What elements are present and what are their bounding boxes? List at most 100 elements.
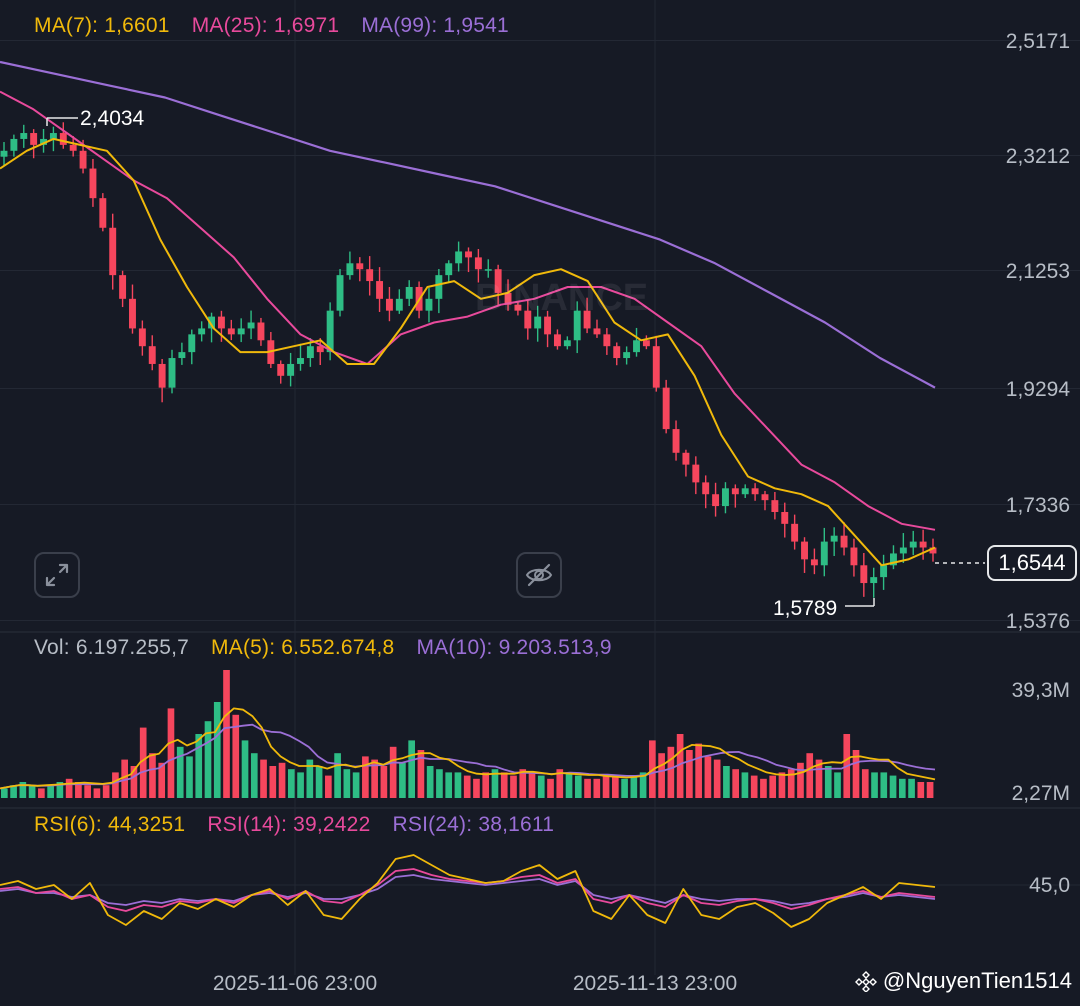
- volume-bar: [204, 721, 212, 798]
- volume-bar: [574, 775, 582, 798]
- candle-body: [20, 133, 28, 139]
- volume-bar: [436, 769, 443, 798]
- price-axis-tick: 1,7336: [1006, 494, 1070, 517]
- price-axis-tick: 2,1253: [1006, 260, 1070, 283]
- rsi24-legend: RSI(24): 38,1611: [392, 813, 555, 836]
- moving-average-lines: [0, 60, 936, 567]
- rsi14-legend: RSI(14): 39,2422: [207, 813, 371, 836]
- volume-bar: [56, 782, 64, 798]
- candle-body: [356, 263, 364, 270]
- volume-bar: [65, 778, 73, 798]
- rsi24-line: [0, 874, 936, 906]
- volume-bar: [287, 769, 295, 798]
- candle-body: [761, 494, 769, 501]
- candle-body: [198, 328, 206, 335]
- volume-bar: [861, 769, 869, 798]
- price-legend: MA(7): 1,6601 MA(25): 1,6971 MA(99): 1,9…: [34, 14, 525, 38]
- candle-body: [385, 298, 393, 311]
- candle-body: [830, 535, 838, 542]
- candle-body: [702, 482, 710, 495]
- vol-legend: Vol: 6.197.255,7: [34, 636, 189, 659]
- volume-bar: [686, 750, 693, 798]
- volume-bar: [213, 702, 221, 798]
- volume-bar: [815, 759, 823, 798]
- volume-bar: [723, 766, 730, 798]
- ma7-line: [0, 137, 936, 567]
- candle-body: [563, 340, 571, 347]
- candle-body: [306, 346, 314, 359]
- rsi-legend: RSI(6): 44,3251 RSI(14): 39,2422 RSI(24)…: [34, 813, 570, 837]
- candle-body: [544, 316, 552, 335]
- volume-bar: [519, 769, 527, 798]
- volume-bar: [713, 759, 721, 798]
- candle-body: [99, 198, 107, 228]
- candle-body: [850, 547, 858, 566]
- volume-bar: [750, 775, 758, 798]
- volume-bar: [704, 756, 712, 798]
- candle-body: [336, 275, 344, 311]
- volume-bar: [278, 762, 286, 798]
- volume-bar: [778, 772, 786, 798]
- candle-body: [840, 535, 848, 548]
- candle-body: [129, 298, 136, 329]
- candle-body: [445, 263, 453, 276]
- volume-bar: [760, 778, 767, 798]
- volume-bar: [47, 785, 54, 798]
- vol-ma5-legend: MA(5): 6.552.674,8: [211, 636, 395, 659]
- volume-bar: [408, 740, 415, 798]
- candle-body: [237, 328, 245, 335]
- candle-body: [30, 133, 38, 145]
- volume-bar: [241, 740, 249, 798]
- volume-bar: [84, 785, 91, 798]
- volume-bar: [269, 766, 277, 798]
- volume-bar: [639, 772, 647, 798]
- candle-body: [909, 541, 917, 548]
- vol-ma10-legend: MA(10): 9.203.513,9: [416, 636, 612, 659]
- volume-bar: [602, 775, 610, 798]
- user-handle: @NguyenTien1514: [882, 968, 1072, 993]
- volume-bar: [352, 772, 360, 798]
- chart-grid: [0, 0, 1080, 975]
- volume-bar: [130, 766, 138, 798]
- candle-body: [297, 358, 304, 364]
- candle-body: [49, 133, 57, 139]
- volume-legend: Vol: 6.197.255,7 MA(5): 6.552.674,8 MA(1…: [34, 636, 628, 660]
- candle-body: [820, 541, 828, 566]
- fullscreen-button[interactable]: [34, 552, 80, 598]
- volume-bar: [658, 753, 665, 798]
- candle-body: [652, 346, 660, 388]
- expand-icon: [45, 563, 69, 587]
- volume-bar: [611, 775, 619, 798]
- volume-bar: [306, 759, 314, 798]
- candle-body: [791, 523, 799, 542]
- volume-bar: [250, 753, 258, 798]
- candle-body: [534, 316, 542, 329]
- volume-bar: [186, 756, 193, 798]
- candle-body: [514, 304, 522, 311]
- volume-bar: [362, 756, 369, 798]
- volume-bar: [852, 750, 860, 798]
- hide-indicators-button[interactable]: [516, 552, 562, 598]
- candle-body: [138, 328, 146, 347]
- volume-ma5-line: [0, 707, 936, 790]
- candle-body: [119, 275, 127, 299]
- volume-bar: [445, 772, 453, 798]
- candle-body: [929, 547, 937, 554]
- candle-body: [771, 500, 779, 512]
- candle-body: [712, 494, 720, 507]
- candle-body: [40, 138, 47, 145]
- candle-body: [781, 511, 789, 524]
- user-watermark: @NguyenTien1514: [854, 968, 1072, 994]
- volume-bar: [139, 727, 147, 798]
- volume-bar: [621, 778, 628, 798]
- candle-body: [583, 310, 591, 329]
- volume-bar: [741, 772, 749, 798]
- candle-body: [721, 488, 729, 507]
- volume-bar: [556, 769, 564, 798]
- ma25-legend: MA(25): 1,6971: [191, 14, 340, 37]
- candle-body: [692, 464, 700, 483]
- volume-bar: [917, 782, 925, 798]
- candle-body: [524, 310, 532, 329]
- candle-body: [148, 346, 156, 364]
